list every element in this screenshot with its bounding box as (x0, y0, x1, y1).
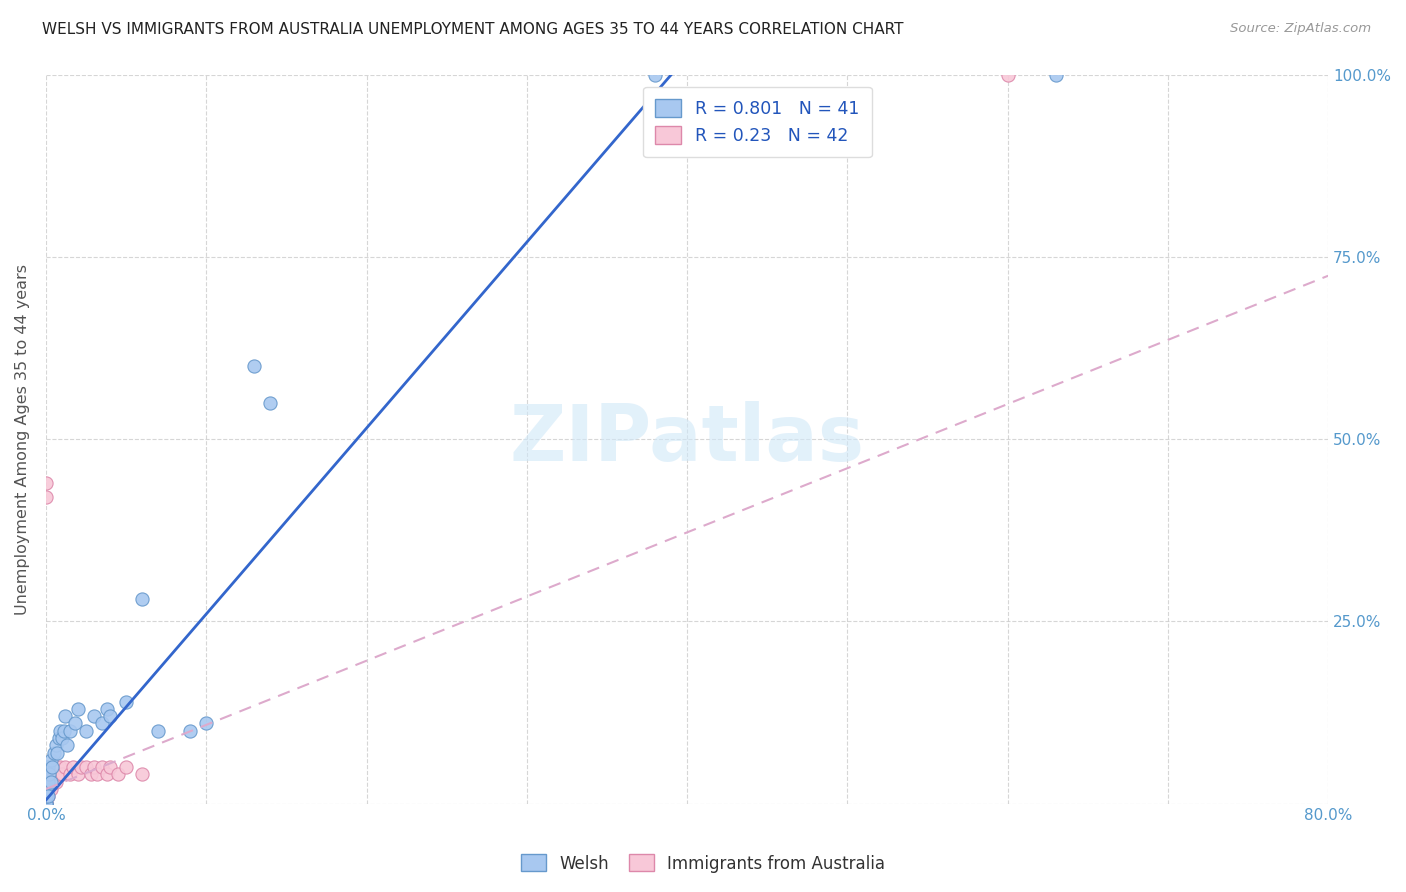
Point (45, 774, 67, 789)
Point (39, 774, 62, 789)
Point (49, 760, 72, 774)
Point (56, 739, 79, 753)
Point (179, 723, 201, 738)
Point (39, 782, 62, 797)
Point (131, 767, 153, 781)
Point (48, 731, 70, 745)
Point (83, 709, 105, 723)
Text: ZIPatlas: ZIPatlas (509, 401, 865, 477)
Point (48, 767, 70, 781)
Point (70, 760, 93, 774)
Point (35, 767, 58, 781)
Point (38, 774, 60, 789)
Point (115, 760, 138, 774)
Text: WELSH VS IMMIGRANTS FROM AUSTRALIA UNEMPLOYMENT AMONG AGES 35 TO 44 YEARS CORREL: WELSH VS IMMIGRANTS FROM AUSTRALIA UNEMP… (42, 22, 904, 37)
Point (35, 782, 58, 797)
Point (35, 789, 58, 804)
Point (66, 702, 89, 716)
Point (63, 716, 86, 731)
Point (1045, 68, 1067, 82)
Point (243, 359, 266, 373)
Point (38, 782, 60, 797)
Point (39, 767, 62, 781)
Point (91, 716, 114, 731)
Point (45, 739, 67, 753)
Y-axis label: Unemployment Among Ages 35 to 44 years: Unemployment Among Ages 35 to 44 years (15, 263, 30, 615)
Point (997, 68, 1019, 82)
Point (37, 760, 59, 774)
Point (53, 760, 76, 774)
Point (46, 746, 69, 760)
Point (35, 774, 58, 789)
Text: Source: ZipAtlas.com: Source: ZipAtlas.com (1230, 22, 1371, 36)
Point (37, 789, 59, 804)
Point (35, 789, 58, 804)
Point (259, 395, 281, 409)
Point (35, 491, 58, 505)
Point (75, 760, 97, 774)
Point (35, 797, 58, 811)
Point (96, 767, 118, 781)
Point (35, 797, 58, 811)
Point (98, 760, 121, 774)
Point (35, 797, 58, 811)
Point (37, 782, 59, 797)
Point (35, 475, 58, 490)
Point (59, 723, 82, 738)
Point (35, 797, 58, 811)
Point (35, 797, 58, 811)
Point (644, 68, 666, 82)
Point (41, 760, 63, 774)
Point (62, 760, 84, 774)
Point (107, 767, 129, 781)
Point (91, 760, 114, 774)
Point (35, 789, 58, 804)
Point (86, 767, 108, 781)
Point (115, 694, 138, 708)
Point (59, 767, 82, 781)
Legend: Welsh, Immigrants from Australia: Welsh, Immigrants from Australia (515, 847, 891, 880)
Point (35, 782, 58, 797)
Point (35, 797, 58, 811)
Point (35, 797, 58, 811)
Point (51, 731, 73, 745)
Point (39, 753, 62, 767)
Point (96, 702, 118, 716)
Point (37, 774, 59, 789)
Point (75, 723, 97, 738)
Point (41, 774, 63, 789)
Point (35, 774, 58, 789)
Point (52, 723, 75, 738)
Point (37, 789, 59, 804)
Point (98, 709, 121, 723)
Point (80, 767, 103, 781)
Point (35, 760, 58, 774)
Point (46, 760, 69, 774)
Point (66, 767, 89, 781)
Point (146, 723, 169, 738)
Point (38, 767, 60, 781)
Point (35, 789, 58, 804)
Point (53, 709, 76, 723)
Point (49, 723, 72, 738)
Point (131, 592, 153, 607)
Point (42, 767, 65, 781)
Point (83, 760, 105, 774)
Point (195, 716, 218, 731)
Point (42, 746, 65, 760)
Point (51, 767, 73, 781)
Point (35, 797, 58, 811)
Point (37, 767, 59, 781)
Legend: R = 0.801   N = 41, R = 0.23   N = 42: R = 0.801 N = 41, R = 0.23 N = 42 (644, 87, 872, 157)
